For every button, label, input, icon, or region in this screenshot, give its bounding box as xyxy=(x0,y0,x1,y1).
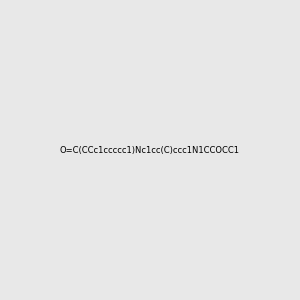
Text: O=C(CCc1ccccc1)Nc1cc(C)ccc1N1CCOCC1: O=C(CCc1ccccc1)Nc1cc(C)ccc1N1CCOCC1 xyxy=(60,146,240,154)
